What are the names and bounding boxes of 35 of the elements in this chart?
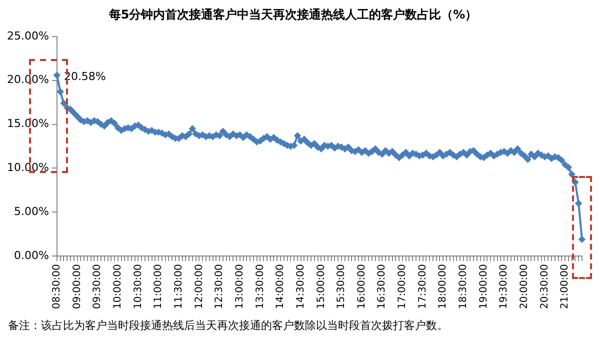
- data-label: 20.58%: [64, 70, 106, 84]
- x-tick-label: 14:00:00: [275, 264, 286, 310]
- x-tick-label: 18:00:00: [438, 264, 449, 310]
- x-tick-label: 12:00:00: [194, 264, 205, 310]
- x-tick-label: 18:30:00: [458, 264, 470, 310]
- chart-title: 每5分钟内首次接通客户中当天再次接通热线人工的客户数占比（%）: [108, 7, 478, 22]
- x-tick-label: 10:00:00: [112, 264, 124, 310]
- x-tick-label: 20:00:00: [519, 264, 530, 310]
- y-tick-label: 20.00%: [6, 73, 49, 86]
- x-tick-label: 13:30:00: [254, 264, 266, 310]
- x-tick-label: 14:30:00: [295, 264, 306, 310]
- x-tick-label: 13:00:00: [234, 264, 246, 310]
- y-tick-label: 25.00%: [6, 29, 49, 42]
- x-tick-label: 08:30:00: [52, 264, 63, 310]
- x-tick-label: 10:30:00: [132, 264, 144, 310]
- x-tick-label: 15:30:00: [336, 264, 348, 310]
- x-tick-label: 16:00:00: [356, 264, 368, 310]
- y-tick-label: 10.00%: [6, 161, 49, 174]
- y-tick-label: 5.00%: [14, 205, 49, 218]
- x-tick-label: 19:00:00: [478, 264, 490, 310]
- x-tick-label: 17:00:00: [397, 264, 408, 310]
- x-tick-label: 11:00:00: [153, 264, 164, 310]
- x-tick-label: 15:00:00: [316, 264, 327, 310]
- x-tick-label: 20:30:00: [539, 264, 550, 310]
- x-tick-label: 21:00:00: [560, 264, 571, 310]
- y-tick-label: 15.00%: [6, 117, 49, 130]
- x-tick-label: 19:30:00: [498, 264, 510, 310]
- x-tick-label: 17:30:00: [417, 264, 428, 310]
- x-tick-label: 12:30:00: [214, 264, 226, 310]
- y-tick-label: 0.00%: [14, 248, 49, 262]
- x-tick-label: 16:30:00: [376, 264, 388, 310]
- x-tick-label: 09:00:00: [72, 264, 83, 310]
- text: 备注：该占比为客户当时段接通热线后当天再次接通的客户数除以当时段首次拨打客户数。: [8, 318, 448, 333]
- x-tick-label: 09:30:00: [92, 264, 104, 310]
- x-tick-label: 11:30:00: [173, 264, 184, 310]
